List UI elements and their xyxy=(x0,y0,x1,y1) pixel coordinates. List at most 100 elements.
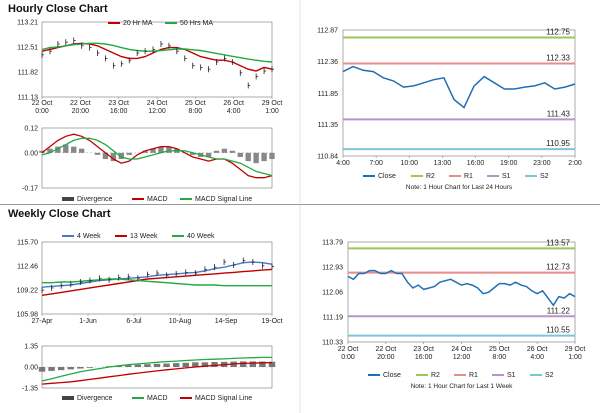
hourly-close-level-label-r1: 112.33 xyxy=(546,54,570,63)
weekly-macd-divergence-bar xyxy=(240,361,247,367)
hourly-section-title: Hourly Close Chart xyxy=(8,3,108,15)
hourly-macd-ytick: 0.12 xyxy=(24,126,38,133)
weekly-macd-legend-signal-label: MACD Signal Line xyxy=(195,395,252,402)
weekly-price-xtick: 19-Oct xyxy=(261,318,282,325)
hourly-close-xtick: 4:00 xyxy=(336,160,350,167)
weekly-price-ytick: 112.46 xyxy=(17,264,38,271)
weekly-price-ytick: 105.98 xyxy=(17,312,39,319)
weekly-macd-divergence-bar xyxy=(163,363,170,367)
hourly-macd-divergence-bar xyxy=(102,152,109,160)
hourly-price-xtick: 23 Oct xyxy=(108,100,129,107)
hourly-close-legend-s2-label: S2 xyxy=(540,173,549,180)
hourly-close-xtick: 13:00 xyxy=(434,160,452,167)
hourly-macd-divergence-bar xyxy=(150,148,156,153)
hourly-macd-ytick: 0.00 xyxy=(24,150,38,157)
hourly-macd-divergence-bar xyxy=(190,152,196,155)
weekly-price-xtick: 27-Apr xyxy=(31,318,53,325)
weekly-macd-line-macd-signal-line xyxy=(41,361,273,385)
weekly-close-xtick: 29 Oct xyxy=(565,346,586,353)
hourly-macd-divergence-bar xyxy=(237,152,243,157)
hourly-macd-divergence-bar xyxy=(63,144,69,153)
hourly-macd-divergence-bar xyxy=(94,152,101,155)
hourly-price-xtick: 0:00 xyxy=(35,108,49,115)
hourly-macd-divergence-bar xyxy=(71,146,77,153)
hourly-close-legend-r1-label: R1 xyxy=(464,173,473,180)
hourly-close-xtick: 23:00 xyxy=(533,160,551,167)
hourly-close-legend-r2-label: R2 xyxy=(426,173,435,180)
weekly-close-xtick: 0:00 xyxy=(341,354,355,361)
weekly-close-legend-r2-label: R2 xyxy=(431,372,440,379)
hourly-macd-divergence-bar xyxy=(126,152,132,155)
hourly-macd-legend-signal-label: MACD Signal Line xyxy=(195,196,252,203)
weekly-close-xtick: 20:00 xyxy=(377,354,395,361)
weekly-price-ytick: 115.70 xyxy=(17,240,38,247)
weekly-price-xtick: 14-Sep xyxy=(215,318,238,325)
hourly-macd-divergence-bar xyxy=(253,152,259,164)
weekly-macd-divergence-bar xyxy=(182,362,189,367)
weekly-close-xtick: 4:00 xyxy=(530,354,544,361)
weekly-macd-divergence-bar xyxy=(125,365,132,367)
weekly-close-ytick: 111.19 xyxy=(323,315,343,322)
hourly-macd-divergence-bar xyxy=(213,150,220,153)
hourly-macd-divergence-bar xyxy=(261,152,267,162)
weekly-close-level-label-s2: 110.55 xyxy=(546,326,570,335)
hourly-price-xtick: 1:00 xyxy=(265,108,279,115)
weekly-close-ytick: 110.33 xyxy=(322,340,343,347)
weekly-close-xtick: 22 Oct xyxy=(376,346,397,353)
hourly-close-level-label-r2: 112.75 xyxy=(546,27,570,36)
hourly-macd-divergence-bar xyxy=(78,148,85,153)
weekly-macd-legend-div-swatch xyxy=(62,396,74,400)
hourly-close-level-label-s1: 111.43 xyxy=(547,109,571,118)
weekly-close-xtick: 12:00 xyxy=(453,354,471,361)
weekly-macd-legend-macd-label: MACD xyxy=(147,395,168,402)
hourly-price-xtick: 29 Oct xyxy=(262,100,283,107)
hourly-close-ytick: 110.84 xyxy=(317,154,338,161)
weekly-close-xtick: 8:00 xyxy=(493,354,507,361)
hourly-price-xtick: 4:00 xyxy=(227,108,241,115)
hourly-close-ytick: 111.35 xyxy=(318,122,338,129)
weekly-close-legend-s2-label: S2 xyxy=(545,372,554,379)
weekly-macd-line-macd xyxy=(41,356,272,382)
weekly-close-xtick: 1:00 xyxy=(568,354,582,361)
weekly-macd-divergence-bar xyxy=(153,363,161,367)
weekly-price-legend-40wk-label: 40 Week xyxy=(187,233,215,240)
hourly-close-xtick: 16:00 xyxy=(467,160,485,167)
weekly-close-legend-close-label: Close xyxy=(383,372,401,379)
weekly-close-legend-r1-label: R1 xyxy=(469,372,478,379)
hourly-price-ytick: 113.21 xyxy=(17,20,38,27)
weekly-price-line-13-week xyxy=(41,268,273,296)
weekly-macd-divergence-bar xyxy=(77,367,84,369)
weekly-close-xtick: 26 Oct xyxy=(527,346,548,353)
hourly-macd-divergence-bar xyxy=(158,146,164,153)
hourly-macd-divergence-bar xyxy=(47,148,53,153)
hourly-macd-divergence-bar xyxy=(221,148,228,153)
weekly-close-xtick: 25 Oct xyxy=(489,346,510,353)
hourly-macd-line-macd-signal-line xyxy=(41,137,273,177)
weekly-close-ytick: 113.79 xyxy=(322,240,343,247)
weekly-close-xtick: 22 Oct xyxy=(338,346,359,353)
weekly-macd-divergence-bar xyxy=(57,367,65,371)
hourly-price-xtick: 20:00 xyxy=(72,108,90,115)
weekly-macd-divergence-bar xyxy=(259,361,266,367)
hourly-price-frame xyxy=(41,21,273,98)
hourly-price-xtick: 22 Oct xyxy=(70,100,91,107)
hourly-close-ytick: 111.85 xyxy=(318,91,338,98)
hourly-close-level-label-s2: 110.95 xyxy=(546,139,570,148)
hourly-close-close-line xyxy=(342,65,576,109)
weekly-macd-divergence-bar xyxy=(86,367,94,368)
weekly-price-xtick: 6-Jul xyxy=(126,318,142,325)
hourly-macd-divergence-bar xyxy=(245,152,251,162)
hourly-close-xtick: 19:00 xyxy=(500,160,518,167)
hourly-macd-line-macd xyxy=(41,133,273,179)
weekly-macd-divergence-bar xyxy=(268,361,276,367)
weekly-macd-legend-div-label: Divergence xyxy=(77,395,113,402)
hourly-macd-divergence-bar xyxy=(110,152,117,162)
weekly-close-ytick: 112.93 xyxy=(322,264,343,271)
hourly-price-legend-20hr-label: 20 Hr MA xyxy=(123,20,153,27)
weekly-macd-divergence-bar xyxy=(38,367,46,372)
hourly-macd-divergence-bar xyxy=(205,152,212,157)
hourly-price-xtick: 22 Oct xyxy=(32,100,53,107)
hourly-close-ytick: 112.87 xyxy=(317,28,338,35)
hourly-price-ytick: 112.51 xyxy=(17,45,38,52)
hourly-close-legend-close-label: Close xyxy=(378,173,396,180)
